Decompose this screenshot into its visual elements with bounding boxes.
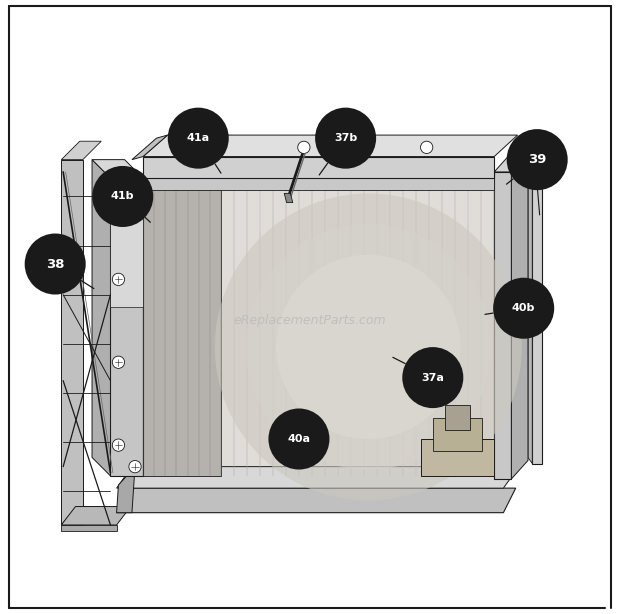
Circle shape	[246, 224, 491, 470]
Text: 41a: 41a	[187, 133, 210, 143]
Circle shape	[112, 356, 125, 368]
Polygon shape	[92, 160, 110, 476]
Polygon shape	[143, 178, 494, 476]
Polygon shape	[117, 488, 516, 513]
Text: 38: 38	[46, 257, 64, 271]
Circle shape	[508, 130, 567, 189]
Polygon shape	[494, 154, 528, 172]
Polygon shape	[445, 405, 469, 430]
Circle shape	[298, 141, 310, 154]
Circle shape	[420, 141, 433, 154]
Circle shape	[129, 460, 141, 473]
Polygon shape	[284, 193, 293, 203]
Text: 40b: 40b	[512, 303, 535, 313]
Polygon shape	[143, 135, 518, 157]
Circle shape	[93, 167, 152, 226]
Polygon shape	[528, 166, 532, 464]
Polygon shape	[92, 160, 143, 178]
Circle shape	[316, 109, 375, 168]
Polygon shape	[61, 507, 131, 525]
Polygon shape	[143, 157, 494, 178]
Polygon shape	[433, 418, 482, 451]
Polygon shape	[61, 141, 101, 160]
Circle shape	[494, 279, 553, 338]
Polygon shape	[117, 467, 135, 513]
Text: eReplacementParts.com: eReplacementParts.com	[234, 314, 386, 327]
Polygon shape	[61, 507, 100, 525]
Circle shape	[169, 109, 228, 168]
Polygon shape	[420, 439, 494, 476]
Text: 37b: 37b	[334, 133, 357, 143]
Circle shape	[112, 439, 125, 451]
Polygon shape	[110, 178, 143, 307]
Polygon shape	[143, 178, 221, 476]
Text: 40a: 40a	[288, 434, 311, 444]
Polygon shape	[132, 135, 167, 160]
Polygon shape	[528, 166, 542, 172]
Polygon shape	[532, 172, 542, 464]
Circle shape	[112, 273, 125, 286]
Text: 39: 39	[528, 153, 546, 166]
Circle shape	[175, 141, 187, 154]
Polygon shape	[61, 160, 83, 525]
Polygon shape	[494, 172, 512, 479]
Text: 41b: 41b	[111, 192, 135, 201]
Circle shape	[404, 348, 463, 407]
Circle shape	[112, 190, 125, 203]
Circle shape	[25, 235, 85, 293]
Circle shape	[129, 181, 141, 193]
Text: 37a: 37a	[422, 373, 445, 383]
Polygon shape	[110, 178, 143, 476]
Circle shape	[215, 193, 522, 500]
Polygon shape	[148, 177, 494, 190]
Polygon shape	[61, 525, 117, 531]
Polygon shape	[512, 154, 528, 479]
Circle shape	[270, 410, 329, 468]
Polygon shape	[117, 467, 519, 488]
Circle shape	[277, 255, 461, 439]
